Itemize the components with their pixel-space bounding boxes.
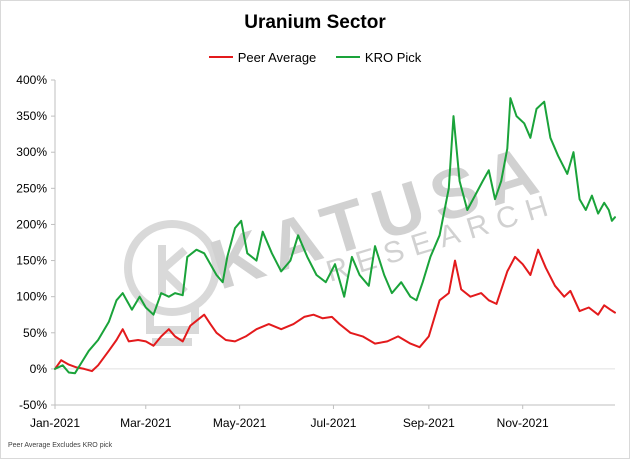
y-tick-label: 100%: [16, 290, 47, 304]
legend-label-kro-pick: KRO Pick: [364, 49, 422, 65]
y-tick-label: 0%: [30, 362, 48, 376]
y-tick-label: 50%: [23, 326, 47, 340]
axes: -50% 0% 50% 100% 150% 200% 250% 300% 350% 400% Jan…: [16, 73, 615, 430]
chart-title: Uranium Sector: [244, 12, 386, 33]
x-tick-label: May-2021: [213, 416, 267, 430]
x-tick-label: Nov-2021: [497, 416, 549, 430]
y-tick-label: 250%: [16, 181, 47, 195]
y-tick-label: 200%: [16, 217, 47, 231]
lightbulb-logo-icon: [124, 220, 220, 346]
legend-swatch-peer-average: [208, 56, 233, 58]
y-tick-label: 400%: [16, 73, 47, 87]
series-line-peer-average: [54, 248, 616, 373]
katusa-research-watermark: KATUSA RESEARCH: [124, 128, 560, 346]
y-tick-label: 350%: [16, 109, 47, 123]
chart-legend: Peer Average KRO Pick: [0, 46, 630, 65]
legend-label-peer-average: Peer Average: [237, 49, 317, 65]
x-tick-label: Sep-2021: [403, 416, 455, 430]
legend-item-peer-average: Peer Average: [208, 49, 317, 65]
x-tick-label: Mar-2021: [120, 416, 172, 430]
series-lines: [54, 97, 616, 375]
y-tick-label: 150%: [16, 254, 47, 268]
legend-swatch-kro-pick: [335, 56, 360, 58]
y-tick-label: 300%: [16, 145, 47, 159]
x-tick-label: Jan-2021: [30, 416, 80, 430]
chart-footnote: Peer Average Excludes KRO pick: [8, 442, 113, 449]
x-tick-label: Jul-2021: [310, 416, 356, 430]
legend-item-kro-pick: KRO Pick: [335, 49, 422, 65]
y-tick-label: -50%: [19, 398, 47, 412]
series-line-kro-pick: [54, 97, 616, 375]
